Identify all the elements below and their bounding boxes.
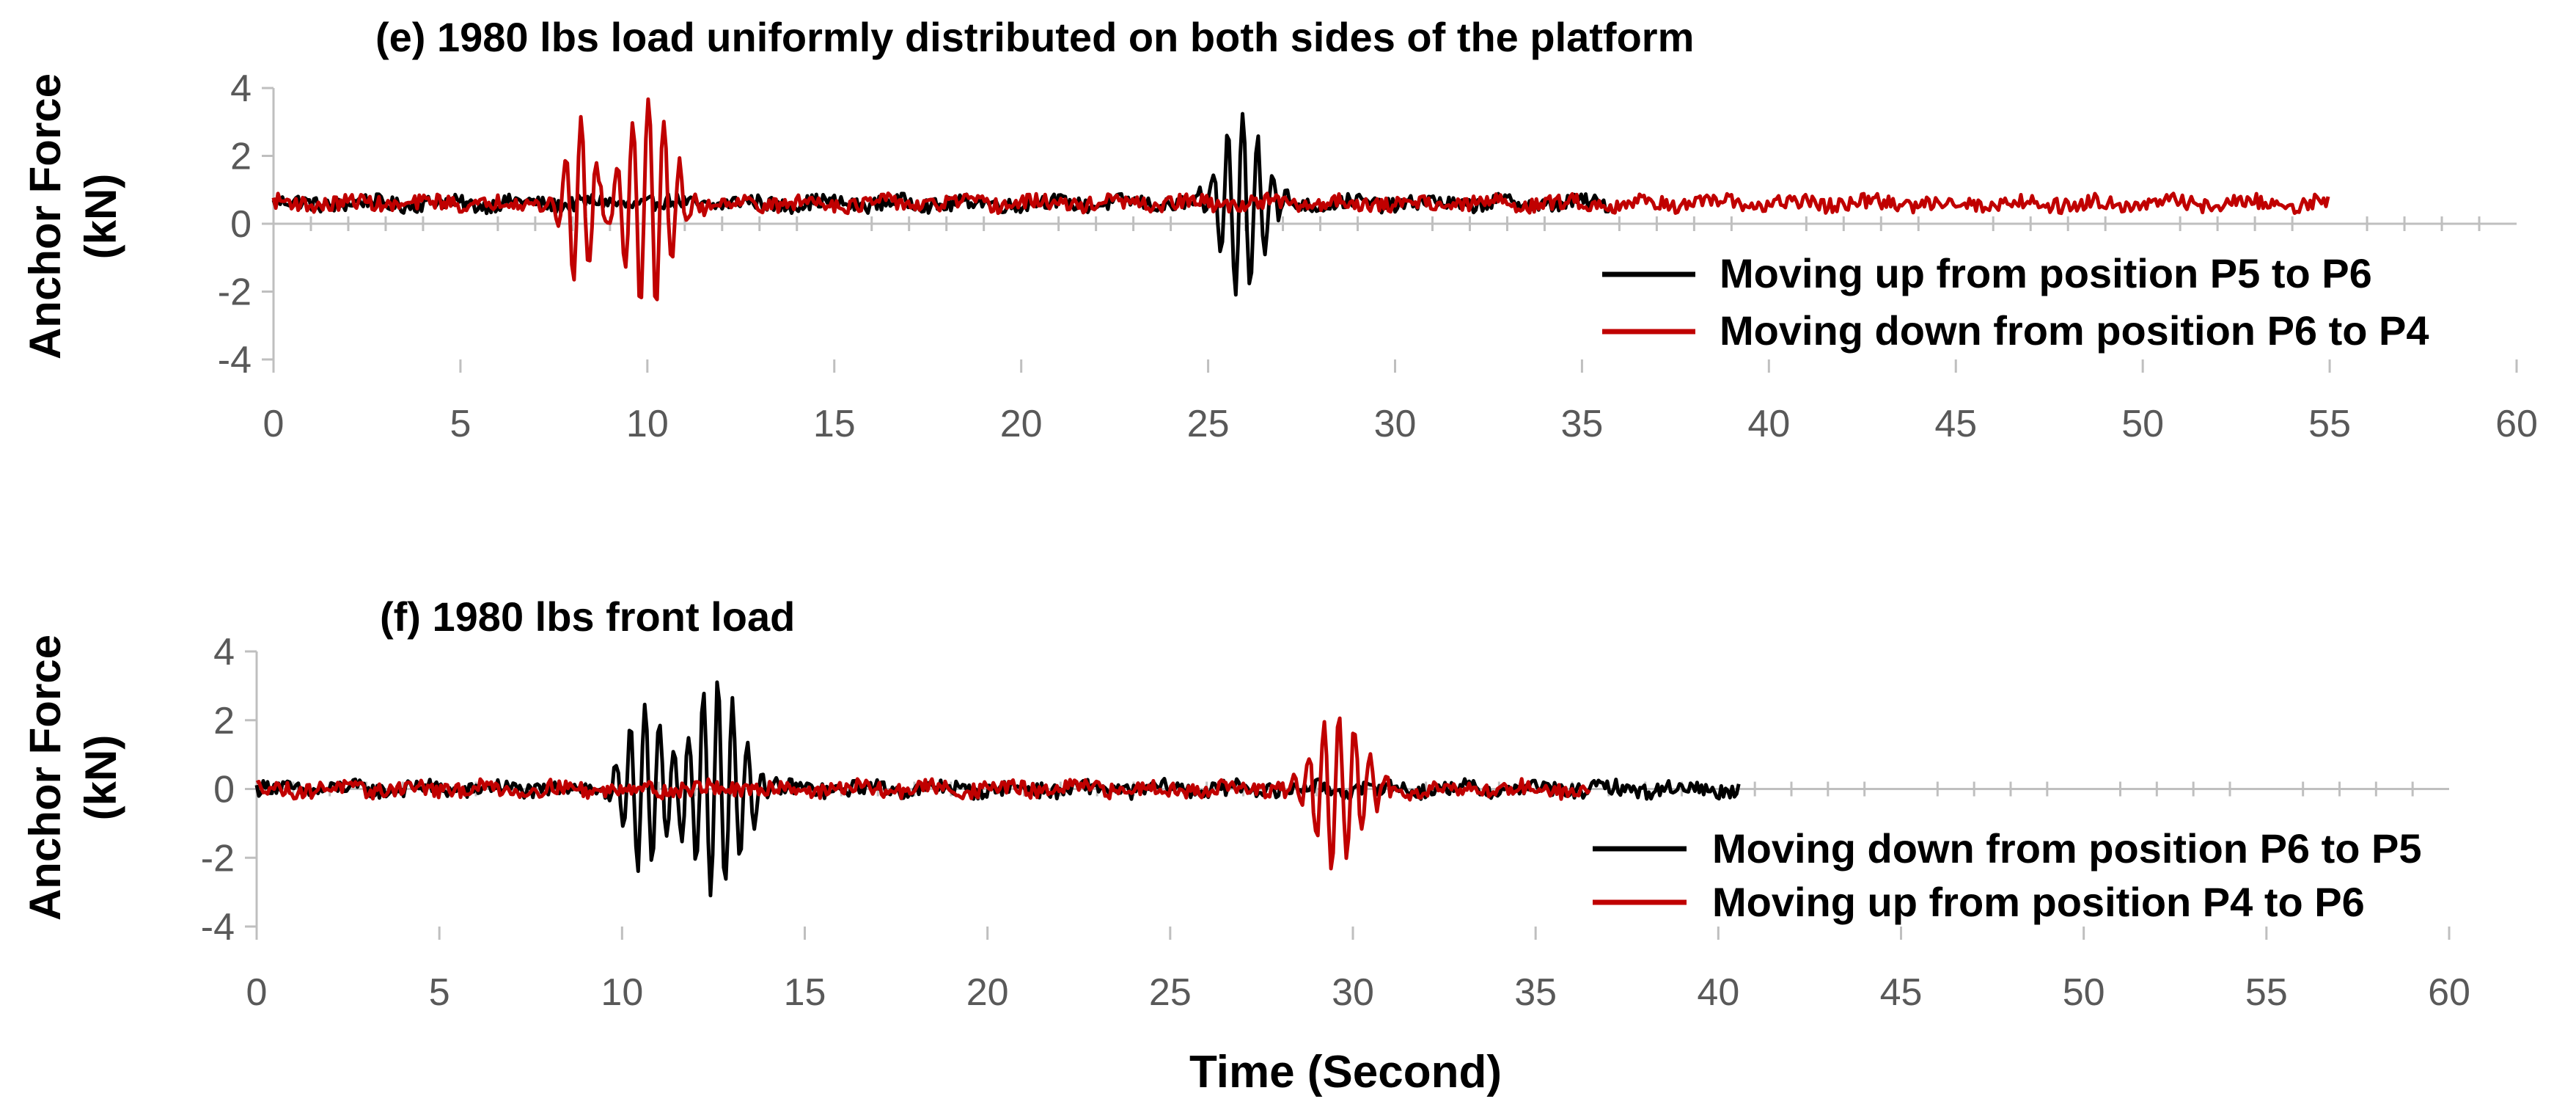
x-tick-label: 5 bbox=[429, 971, 450, 1014]
y-tick-label: 2 bbox=[213, 700, 235, 742]
axes bbox=[262, 87, 2518, 373]
x-tick-label: 55 bbox=[2245, 971, 2288, 1014]
x-tick-label: 15 bbox=[784, 971, 826, 1014]
x-tick-label: 0 bbox=[246, 971, 268, 1014]
series-line-red bbox=[255, 716, 1591, 871]
x-tick-label: 40 bbox=[1747, 403, 1790, 445]
y-tick-label: 0 bbox=[230, 203, 252, 246]
y-tick-label: -2 bbox=[218, 271, 252, 314]
x-tick-label: 20 bbox=[966, 971, 1009, 1014]
x-tick-label: 25 bbox=[1149, 971, 1192, 1014]
legend-entry: Moving down from position P6 to P5 bbox=[1712, 825, 2422, 872]
legend: Moving up from position P5 to P6 Moving … bbox=[1602, 250, 2429, 354]
tick-labels: 420-2-40 5 10 15 20 25 30 35 40 45 50 55 60 bbox=[218, 67, 2538, 445]
x-tick-label: 35 bbox=[1514, 971, 1557, 1014]
y-tick-label: 4 bbox=[213, 631, 235, 673]
tick-labels: 420-2-40 5 10 15 20 25 30 35 40 45 50 55 60 bbox=[201, 631, 2470, 1014]
x-tick-label: 45 bbox=[1934, 403, 1977, 445]
x-tick-label: 15 bbox=[813, 403, 856, 445]
x-tick-label: 20 bbox=[1000, 403, 1043, 445]
x-tick-label: 10 bbox=[626, 403, 669, 445]
chart-panel-e: (e) 1980 lbs load uniformly distributed … bbox=[21, 14, 2538, 445]
chart-panel-f: (f) 1980 lbs front load Anchor Force (kN… bbox=[21, 593, 2470, 1097]
series-lines bbox=[271, 97, 2330, 302]
x-tick-label: 55 bbox=[2308, 403, 2351, 445]
x-tick-label: 0 bbox=[263, 403, 285, 445]
x-tick-label: 60 bbox=[2428, 971, 2470, 1014]
legend-entry: Moving down from position P6 to P4 bbox=[1720, 307, 2429, 354]
x-tick-label: 60 bbox=[2495, 403, 2538, 445]
x-tick-label: 5 bbox=[449, 403, 471, 445]
x-tick-label: 50 bbox=[2063, 971, 2105, 1014]
x-tick-label: 40 bbox=[1697, 971, 1739, 1014]
y-tick-label: 4 bbox=[230, 67, 252, 110]
y-tick-label: -4 bbox=[218, 339, 252, 381]
legend-entry: Moving up from position P4 to P6 bbox=[1712, 879, 2365, 925]
x-axis-label: Time (Second) bbox=[1189, 1047, 1502, 1097]
y-axis-label-line2: (kN) bbox=[76, 174, 125, 260]
series-lines bbox=[254, 680, 1741, 898]
x-tick-label: 30 bbox=[1332, 971, 1374, 1014]
panel-title: (e) 1980 lbs load uniformly distributed … bbox=[375, 14, 1694, 60]
panel-title: (f) 1980 lbs front load bbox=[380, 593, 795, 640]
x-tick-label: 50 bbox=[2121, 403, 2164, 445]
x-tick-label: 45 bbox=[1880, 971, 1923, 1014]
y-tick-label: 2 bbox=[230, 136, 252, 178]
y-axis-label-line1: Anchor Force bbox=[21, 73, 70, 359]
legend-entry: Moving up from position P5 to P6 bbox=[1720, 250, 2372, 296]
legend: Moving down from position P6 to P5 Movin… bbox=[1593, 825, 2422, 925]
y-tick-label: -4 bbox=[201, 906, 235, 949]
series-line-red bbox=[271, 97, 2330, 302]
x-tick-label: 25 bbox=[1187, 403, 1230, 445]
x-tick-label: 10 bbox=[601, 971, 643, 1014]
y-tick-label: 0 bbox=[213, 769, 235, 811]
x-tick-label: 35 bbox=[1560, 403, 1603, 445]
y-tick-label: -2 bbox=[201, 837, 235, 880]
y-axis-label-line1: Anchor Force bbox=[21, 635, 70, 921]
x-tick-label: 30 bbox=[1374, 403, 1417, 445]
y-axis-label-line2: (kN) bbox=[76, 735, 125, 821]
